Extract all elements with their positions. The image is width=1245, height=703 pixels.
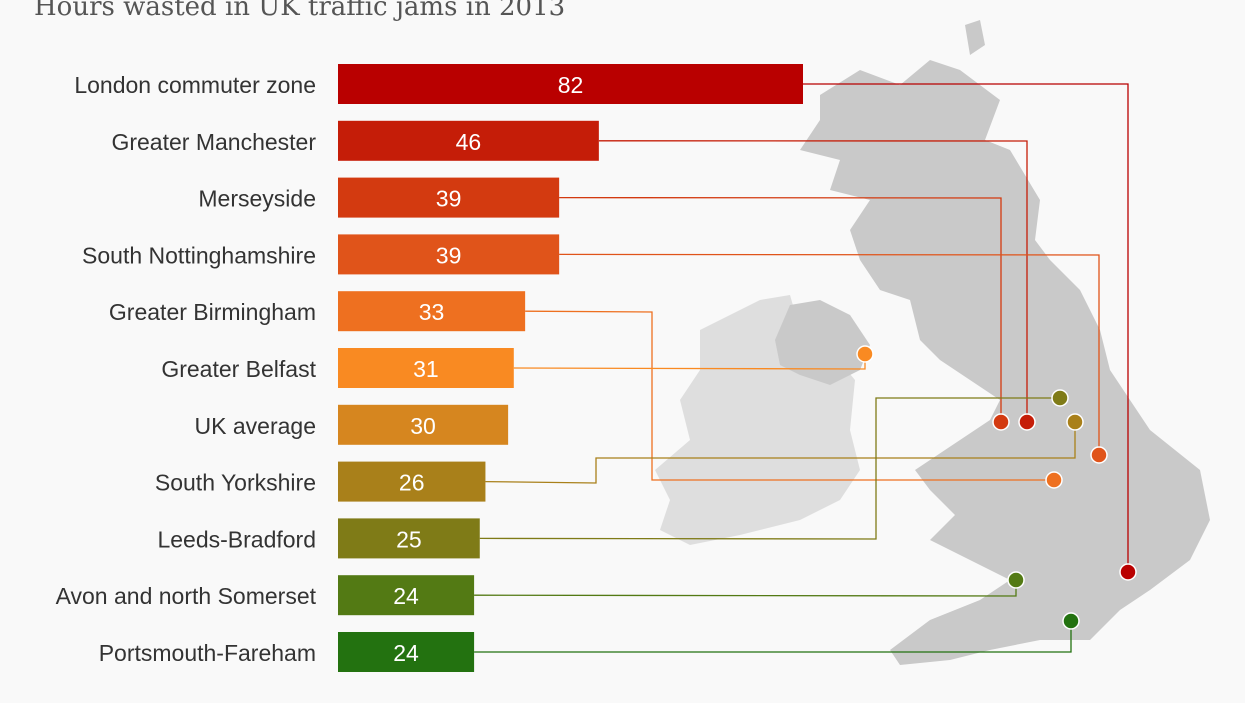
value-label: 46 xyxy=(456,129,482,155)
category-label: UK average xyxy=(195,413,316,439)
region-dot xyxy=(1007,571,1025,589)
category-label: South Nottinghamshire xyxy=(82,242,316,268)
connector-line xyxy=(598,140,1028,422)
connector-line xyxy=(474,621,1072,653)
connector-line xyxy=(559,253,1100,455)
category-label: Avon and north Somerset xyxy=(56,583,317,609)
value-label: 33 xyxy=(419,299,445,325)
value-label: 24 xyxy=(393,640,419,666)
value-label: 30 xyxy=(410,413,436,439)
connector-line xyxy=(479,397,1060,540)
category-label: Portsmouth-Fareham xyxy=(99,640,316,666)
region-dot xyxy=(1066,413,1084,431)
category-label: Greater Manchester xyxy=(111,129,316,155)
value-label: 39 xyxy=(436,186,462,212)
region-dot xyxy=(1090,446,1108,464)
value-label: 25 xyxy=(396,526,422,552)
bar xyxy=(338,64,803,104)
category-label: Greater Birmingham xyxy=(109,299,316,325)
connector-line xyxy=(559,196,1002,422)
category-label: Merseyside xyxy=(198,186,316,212)
connector-line xyxy=(803,83,1129,572)
uk-map xyxy=(655,20,1210,665)
category-label: London commuter zone xyxy=(74,72,316,98)
region-dot xyxy=(1119,563,1137,581)
bar xyxy=(338,404,509,445)
category-label: Leeds-Bradford xyxy=(157,526,316,552)
region-dot xyxy=(992,413,1010,431)
bar xyxy=(338,575,475,616)
region-dot xyxy=(1062,612,1080,630)
connector-line xyxy=(525,310,1054,481)
value-label: 39 xyxy=(436,242,462,268)
region-dot xyxy=(1051,389,1069,407)
bar xyxy=(338,120,599,161)
bar xyxy=(338,291,526,332)
bar xyxy=(338,518,480,559)
category-label: Greater Belfast xyxy=(161,356,316,382)
value-label: 24 xyxy=(393,583,419,609)
region-dot xyxy=(1018,413,1036,431)
bar xyxy=(338,234,560,275)
bar xyxy=(338,461,486,502)
connector-line xyxy=(485,422,1076,484)
value-label: 82 xyxy=(558,72,584,98)
connector-line xyxy=(474,580,1017,597)
bar xyxy=(338,177,560,218)
chart-title: Hours wasted in UK traffic jams in 2013 xyxy=(34,0,566,22)
value-label: 26 xyxy=(399,470,425,496)
bar xyxy=(338,348,514,388)
value-label: 31 xyxy=(413,356,439,382)
bar xyxy=(338,632,475,672)
northern-ireland-shape xyxy=(775,300,870,385)
region-dot xyxy=(1045,471,1063,489)
great-britain-shape xyxy=(800,60,1210,665)
region-dot xyxy=(856,345,874,363)
shetland-shape xyxy=(965,20,985,55)
category-label: South Yorkshire xyxy=(155,470,316,496)
